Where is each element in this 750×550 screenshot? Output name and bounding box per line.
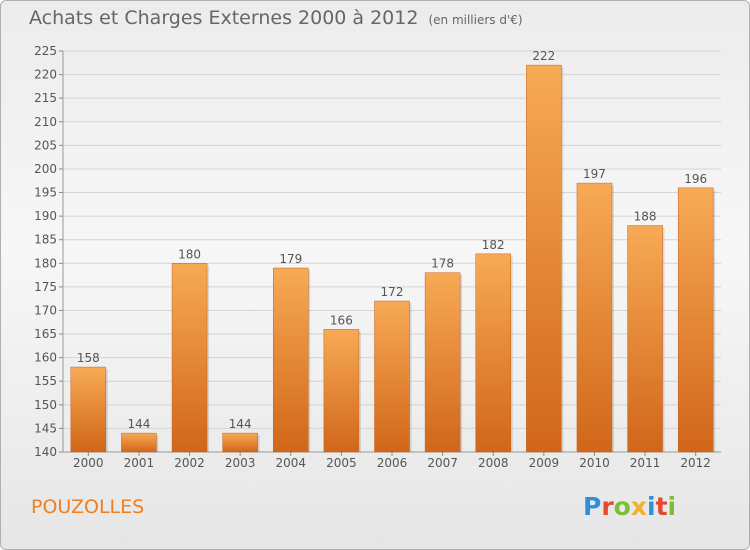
data-label: 188 bbox=[634, 210, 657, 224]
logo-letter: o bbox=[613, 492, 631, 521]
x-tick-label: 2005 bbox=[326, 456, 357, 470]
bar bbox=[526, 64, 562, 453]
data-label: 180 bbox=[178, 247, 201, 261]
logo-letter: x bbox=[630, 492, 647, 521]
data-label: 182 bbox=[482, 238, 505, 252]
y-tick-label: 215 bbox=[34, 91, 57, 105]
y-tick-label: 195 bbox=[34, 186, 57, 200]
x-tick-label: 2004 bbox=[275, 456, 306, 470]
logo-letter: r bbox=[601, 492, 614, 521]
y-tick-label: 180 bbox=[34, 256, 57, 270]
data-label: 144 bbox=[127, 417, 150, 431]
y-tick-label: 145 bbox=[34, 421, 57, 435]
y-tick-label: 175 bbox=[34, 280, 57, 294]
y-tick-label: 205 bbox=[34, 138, 57, 152]
y-tick-label: 140 bbox=[34, 445, 57, 459]
bar bbox=[627, 225, 663, 453]
x-tick-label: 2002 bbox=[174, 456, 205, 470]
chart-subtitle: (en milliers d'€) bbox=[428, 13, 523, 27]
bar bbox=[424, 272, 461, 453]
bar bbox=[323, 329, 360, 453]
x-tick-label: 2009 bbox=[529, 456, 560, 470]
x-tick-label: 2006 bbox=[377, 456, 408, 470]
x-tick-label: 2000 bbox=[73, 456, 104, 470]
bar bbox=[475, 253, 511, 453]
bar bbox=[374, 300, 410, 453]
data-label: 197 bbox=[583, 167, 606, 181]
data-label: 158 bbox=[77, 351, 100, 365]
commune-name: POUZOLLES bbox=[31, 496, 145, 518]
bar bbox=[576, 182, 613, 453]
x-tick-label: 2001 bbox=[124, 456, 155, 470]
logo-letter: i bbox=[667, 492, 677, 521]
bar bbox=[273, 267, 309, 453]
data-label: 179 bbox=[279, 252, 302, 266]
bar bbox=[677, 187, 714, 453]
data-label: 196 bbox=[684, 172, 707, 186]
y-tick-label: 185 bbox=[34, 233, 57, 247]
y-tick-label: 150 bbox=[34, 398, 57, 412]
data-label: 222 bbox=[532, 49, 555, 63]
logo-letter: t bbox=[655, 492, 668, 521]
x-tick-label: 2012 bbox=[680, 456, 711, 470]
x-tick-label: 2007 bbox=[427, 456, 458, 470]
y-tick-label: 155 bbox=[34, 374, 57, 388]
data-label: 178 bbox=[431, 257, 454, 271]
y-tick-label: 200 bbox=[34, 162, 57, 176]
x-tick-label: 2008 bbox=[478, 456, 509, 470]
data-label: 172 bbox=[381, 285, 404, 299]
data-label: 144 bbox=[229, 417, 252, 431]
x-tick-label: 2011 bbox=[630, 456, 661, 470]
y-tick-label: 220 bbox=[34, 68, 57, 82]
logo-letter: P bbox=[583, 492, 602, 521]
y-tick-label: 160 bbox=[34, 351, 57, 365]
chart-title: Achats et Charges Externes 2000 à 2012 (e… bbox=[29, 7, 523, 29]
proxiti-logo: Proxiti bbox=[583, 492, 676, 521]
bar bbox=[121, 432, 157, 453]
y-tick-label: 210 bbox=[34, 115, 57, 129]
logo-letter: i bbox=[647, 492, 656, 521]
data-label: 166 bbox=[330, 313, 353, 327]
x-tick-label: 2010 bbox=[579, 456, 610, 470]
y-tick-label: 225 bbox=[34, 44, 57, 58]
y-tick-label: 170 bbox=[34, 303, 57, 317]
y-tick-label: 190 bbox=[34, 209, 57, 223]
bar bbox=[222, 432, 258, 453]
x-tick-label: 2003 bbox=[225, 456, 256, 470]
y-tick-label: 165 bbox=[34, 327, 57, 341]
bar bbox=[70, 366, 107, 453]
bar bbox=[171, 263, 208, 453]
chart-title-text: Achats et Charges Externes 2000 à 2012 bbox=[29, 7, 419, 29]
